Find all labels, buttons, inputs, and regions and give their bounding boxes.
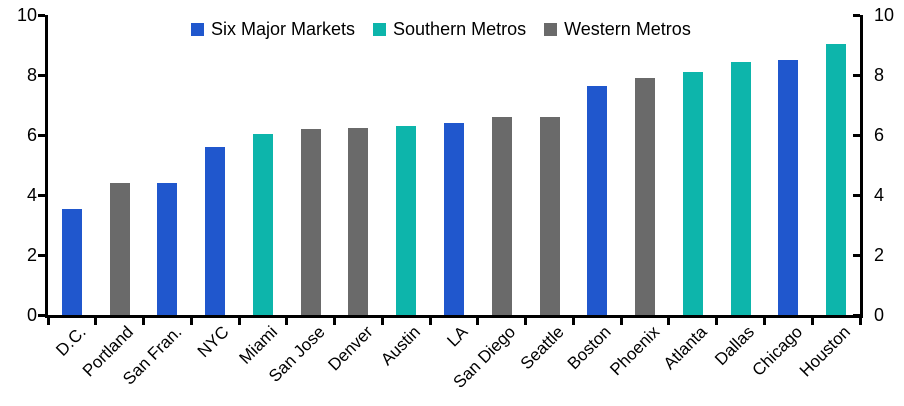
x-axis-tick (524, 318, 528, 325)
legend-swatch-icon (544, 22, 558, 36)
bar-miami (252, 133, 273, 315)
bar-san-fran (157, 183, 178, 315)
legend-item-southern-metros: Southern Metros (373, 19, 526, 39)
bar-san-jose (300, 129, 321, 315)
x-axis-tick (46, 318, 50, 325)
bar-chicago (778, 60, 799, 315)
bar-houston (826, 43, 847, 315)
x-axis-tick (810, 318, 814, 325)
x-axis-label-la: LA (443, 322, 472, 351)
bar-dallas (730, 61, 751, 315)
x-axis-tick (762, 318, 766, 325)
y-axis-right-label-0: 0 (874, 305, 885, 325)
y-axis-left-tick (38, 73, 45, 77)
y-axis-right-label-4: 4 (874, 185, 885, 205)
y-axis-left-tick (38, 13, 45, 17)
bar-denver (348, 127, 369, 315)
legend-label: Six Major Markets (211, 19, 356, 39)
y-axis-left-tick (38, 313, 45, 317)
x-axis-label-denver: Denver (324, 322, 377, 375)
x-axis-tick (189, 318, 193, 325)
x-axis-label-seattle: Seattle (516, 322, 568, 374)
x-axis-tick (285, 318, 289, 325)
bar-d-c (61, 208, 82, 315)
y-axis-right-tick (853, 313, 860, 317)
x-axis-tick (142, 318, 146, 325)
x-axis-label-atlanta: Atlanta (659, 322, 711, 374)
x-axis-label-austin: Austin (377, 322, 424, 370)
x-axis-label-chicago: Chicago (748, 322, 807, 380)
x-axis-tick (476, 318, 480, 325)
x-axis-tick (667, 318, 671, 325)
x-axis-tick (571, 318, 575, 325)
y-axis-left-label-8: 8 (26, 65, 37, 85)
bar-portland (109, 183, 130, 315)
y-axis-right-tick (853, 13, 860, 17)
plot-area (38, 13, 863, 325)
x-axis-tick (619, 318, 623, 325)
bar-austin (396, 126, 417, 315)
legend-item-western-metros: Western Metros (544, 19, 691, 39)
bar-phoenix (635, 78, 656, 315)
x-axis-tick (380, 318, 384, 325)
x-axis-line (45, 315, 863, 318)
bar-nyc (205, 147, 226, 315)
legend-item-six-major-markets: Six Major Markets (191, 19, 355, 39)
legend-swatch-icon (373, 22, 387, 36)
x-axis-tick (428, 318, 432, 325)
x-axis-tick (333, 318, 337, 325)
x-axis-tick (715, 318, 719, 325)
x-axis-label-houston: Houston (795, 322, 854, 381)
x-axis-label-nyc: NYC (194, 322, 233, 362)
bar-la (444, 123, 464, 315)
y-axis-left-tick (38, 253, 45, 257)
y-axis-right-label-6: 6 (874, 125, 885, 145)
y-axis-right-label-10: 10 (874, 5, 895, 25)
x-axis-tick (858, 318, 862, 325)
y-axis-right-tick (853, 193, 860, 197)
y-axis-right-tick (853, 73, 860, 77)
y-axis-left-label-10: 10 (16, 5, 37, 25)
y-axis-left-tick (38, 193, 45, 197)
x-axis-label-d-c: D.C. (52, 322, 90, 360)
y-axis-left-tick (38, 133, 45, 137)
y-axis-left-label-0: 0 (26, 305, 37, 325)
legend-label: Western Metros (564, 19, 691, 39)
x-axis-label-miami: Miami (235, 322, 281, 368)
chart-legend: Six Major Markets Southern Metros Western … (191, 19, 691, 39)
bar-atlanta (682, 72, 703, 315)
y-axis-right-tick (853, 253, 860, 257)
y-axis-right-tick (853, 133, 860, 137)
y-axis-right-label-8: 8 (874, 65, 885, 85)
y-axis-right-label-2: 2 (874, 245, 885, 265)
x-axis-tick (94, 318, 98, 325)
legend-swatch-icon (191, 22, 204, 36)
y-axis-left-label-4: 4 (26, 185, 37, 205)
bar-san-diego (491, 117, 512, 315)
y-axis-left-label-2: 2 (26, 245, 37, 265)
x-axis-tick (237, 318, 241, 325)
legend-label: Southern Metros (393, 19, 527, 39)
x-axis-label-phoenix: Phoenix (605, 322, 663, 380)
bar-boston (587, 85, 608, 315)
bar-seattle (539, 117, 560, 315)
y-axis-left-label-6: 6 (26, 125, 37, 145)
